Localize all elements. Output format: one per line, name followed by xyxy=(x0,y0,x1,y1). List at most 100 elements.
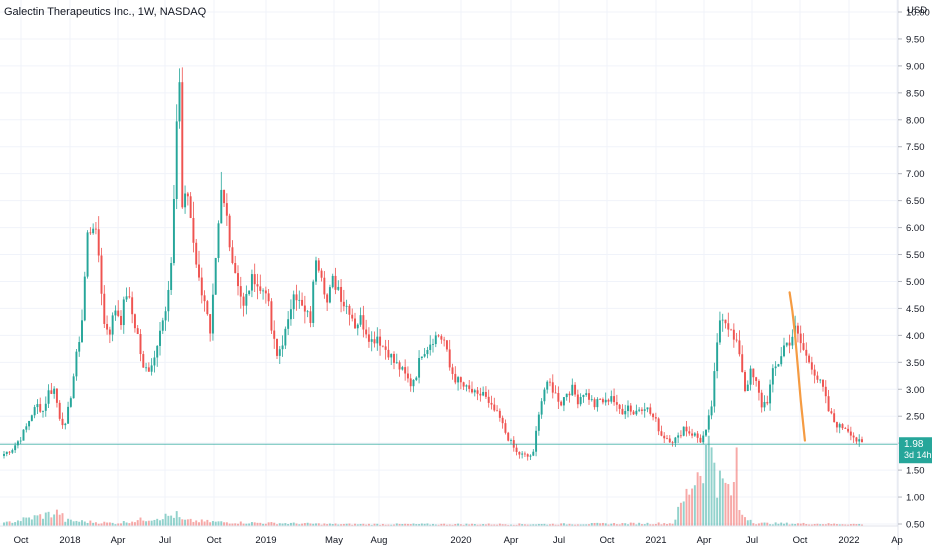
candle-body xyxy=(186,193,189,197)
candle-body xyxy=(819,379,822,381)
candle-body xyxy=(8,451,11,453)
candle-body xyxy=(75,351,78,377)
volume-bar xyxy=(250,522,253,526)
volume-bar xyxy=(638,522,641,526)
y-tick-label: 8.00 xyxy=(906,115,925,126)
candle-body xyxy=(682,426,685,436)
volume-bar xyxy=(510,524,512,526)
candle-body xyxy=(560,401,563,406)
freehand-drawing[interactable] xyxy=(788,291,806,442)
candle-body xyxy=(643,409,646,411)
volume-bar xyxy=(181,519,184,526)
candle-body xyxy=(370,339,373,342)
candle-body xyxy=(721,319,724,321)
candle-body xyxy=(507,432,510,441)
volume-bar xyxy=(342,523,345,526)
volume-bar xyxy=(273,522,276,526)
volume-bar xyxy=(312,523,315,526)
y-tick-label: 3.00 xyxy=(906,385,925,396)
volume-bar xyxy=(108,522,111,526)
volume-bar xyxy=(777,523,780,526)
candle-body xyxy=(175,121,178,199)
candle-body xyxy=(131,297,134,315)
volume-bar xyxy=(267,522,270,526)
candle-body xyxy=(434,335,437,345)
volume-bar xyxy=(161,519,164,526)
candle-body xyxy=(677,435,680,438)
candle-body xyxy=(365,329,368,335)
candle-body xyxy=(738,340,741,355)
volume-bar xyxy=(757,523,760,526)
volume-bar xyxy=(526,524,529,526)
candle-body xyxy=(61,418,64,426)
candle-body xyxy=(395,362,398,364)
candle-body xyxy=(136,328,139,335)
candle-body xyxy=(849,431,852,436)
volume-bar xyxy=(186,519,189,526)
volume-bar xyxy=(287,523,290,526)
candle-body xyxy=(306,311,309,313)
volume-bar xyxy=(19,521,22,526)
candle-body xyxy=(727,323,730,330)
candle-body xyxy=(30,415,33,421)
y-tick-label: 1.00 xyxy=(906,493,925,504)
volume-bar xyxy=(381,523,384,526)
candle-body xyxy=(827,396,830,412)
candle-body xyxy=(688,431,691,434)
candle-body xyxy=(674,437,677,443)
volume-bar xyxy=(858,523,861,526)
candle-body xyxy=(178,82,181,122)
candle-body xyxy=(532,451,535,456)
last-price-value: 1.98 xyxy=(904,439,924,450)
candle-body xyxy=(521,453,524,455)
candle-body xyxy=(287,319,290,329)
volume-bar xyxy=(326,524,329,526)
candle-body xyxy=(97,229,100,256)
volume-bar xyxy=(289,522,292,526)
volume-bar xyxy=(248,523,251,526)
volume-bar xyxy=(401,523,404,526)
volume-bar xyxy=(359,523,362,526)
time-axis[interactable]: Oct 2018 Apr Jul Oct 2019 May Aug 2020 Apr Jul Oct 2… xyxy=(14,535,903,546)
candle-body xyxy=(705,429,707,436)
candle-body xyxy=(638,409,641,411)
volume-bar xyxy=(710,447,713,526)
candle-body xyxy=(387,349,390,358)
candle-body xyxy=(796,325,799,334)
volume-bar xyxy=(426,523,429,526)
volume-bar xyxy=(147,520,150,526)
candle-body xyxy=(671,442,674,444)
candle-body xyxy=(406,373,409,379)
volume-bar xyxy=(237,523,239,526)
candle-body xyxy=(239,286,242,297)
volume-bar xyxy=(175,511,178,526)
volume-bar xyxy=(813,523,816,526)
candle-body xyxy=(228,215,231,248)
volume-bar xyxy=(114,524,117,526)
volume-bar xyxy=(529,524,532,526)
candle-body xyxy=(256,284,259,287)
y-tick-label: 6.00 xyxy=(906,223,925,234)
candle-body xyxy=(679,435,682,437)
volume-bar xyxy=(379,524,382,526)
candle-body xyxy=(783,345,785,357)
volume-bar xyxy=(632,522,635,526)
volume-bar xyxy=(192,521,195,526)
volume-bar xyxy=(621,523,624,526)
volume-bar xyxy=(159,520,161,526)
volume-bar xyxy=(674,519,677,526)
candle-body xyxy=(451,367,454,374)
volume-bar xyxy=(454,523,457,526)
volume-bar xyxy=(629,522,632,526)
volume-bar xyxy=(810,524,813,526)
candle-body xyxy=(200,277,203,296)
volume-bar xyxy=(356,524,359,526)
volume-bar xyxy=(278,523,281,526)
candle-body xyxy=(663,435,666,439)
volume-bar xyxy=(785,522,788,526)
volume-bar xyxy=(125,522,128,526)
volume-bar xyxy=(418,524,421,526)
x-tick-label: Ap xyxy=(891,535,903,546)
candle-body xyxy=(359,315,362,325)
